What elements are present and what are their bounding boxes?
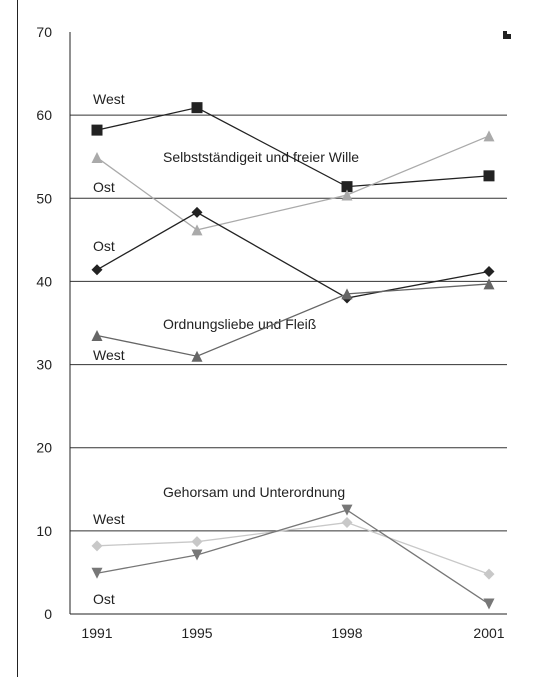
y-tick-label: 40 [36,273,52,289]
marker [483,130,495,142]
series-line [96,135,490,231]
annotation: Selbstständigeit und freier Wille [163,149,359,165]
annotation: West [93,347,125,363]
marker [191,350,203,362]
y-tick-label: 10 [36,523,52,539]
marker [91,540,103,552]
marker [341,517,353,529]
x-tick-label: 2001 [473,625,504,641]
marker [91,329,103,341]
marker [91,567,103,579]
y-tick-label: 70 [36,24,52,40]
annotation: West [93,511,125,527]
y-tick-label: 20 [36,440,52,456]
annotation: West [93,91,125,107]
annotation: Ordnungsliebe und Fleiß [163,316,316,332]
marker [483,265,495,277]
y-tick-label: 50 [36,190,52,206]
annotation: Ost [93,179,115,195]
marker [341,181,353,193]
y-tick-label: 0 [44,606,52,622]
marker [191,224,203,236]
marker [191,549,203,561]
marker [91,152,103,164]
marker [483,278,495,290]
annotation: Ost [93,238,115,254]
marker [91,124,103,136]
series-line [96,283,490,357]
marker [341,504,353,516]
marker [191,536,203,548]
series-line [96,211,490,299]
marker [483,598,495,610]
corner-marker-notch [507,31,511,34]
corner-marker [503,31,511,39]
marker [91,264,103,276]
marker [191,102,203,114]
series-line [96,106,490,188]
x-tick-label: 1998 [331,625,362,641]
marker [341,288,353,300]
marker [341,189,353,201]
annotation: Gehorsam und Unterordnung [163,484,345,500]
marker [483,170,495,182]
annotation: Ost [93,591,115,607]
series-line [96,521,490,575]
marker [191,206,203,218]
y-tick-label: 60 [36,107,52,123]
y-tick-label: 30 [36,357,52,373]
x-tick-label: 1991 [81,625,112,641]
x-tick-label: 1995 [181,625,212,641]
marker [483,568,495,580]
series-line [96,509,490,605]
